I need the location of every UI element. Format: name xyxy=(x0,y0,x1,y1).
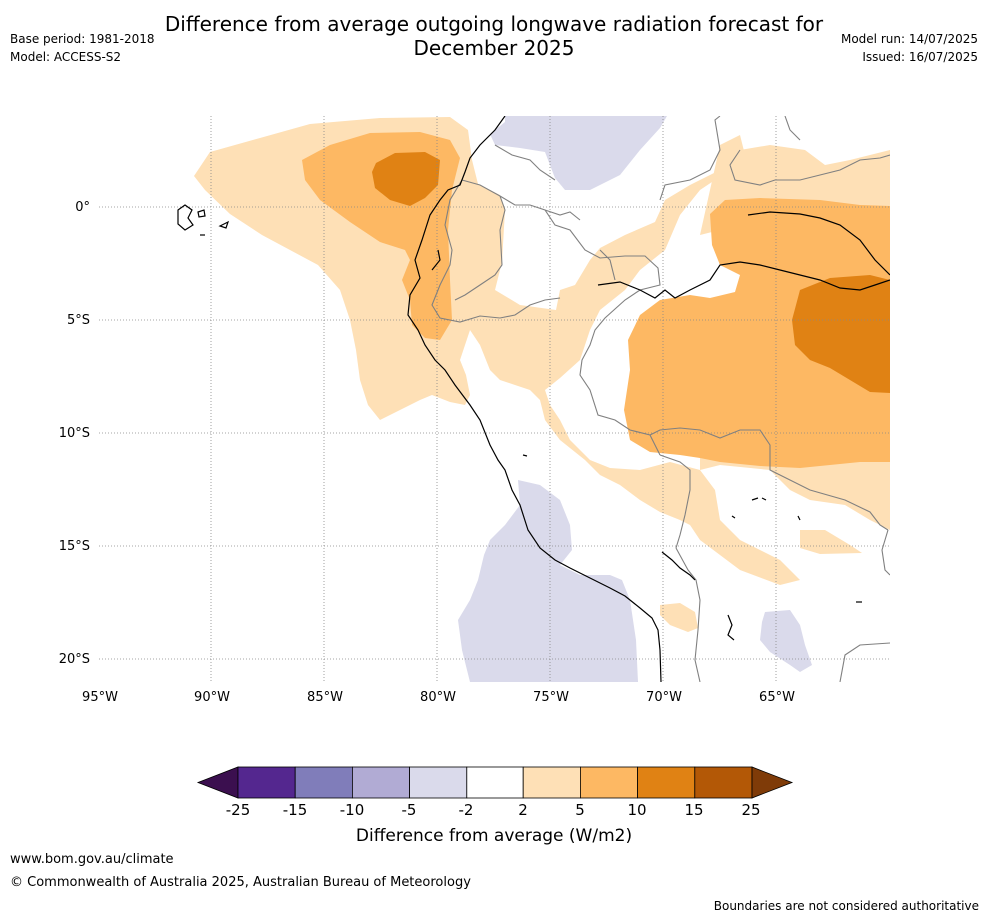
map-title: Difference from average outgoing longwav… xyxy=(0,12,988,60)
colorbar-bin-8 xyxy=(637,766,696,799)
lon-label-90w: 90°W xyxy=(194,690,230,705)
lat-label-0: 0° xyxy=(75,200,90,215)
colorbar xyxy=(196,766,794,799)
title-line-2: December 2025 xyxy=(413,36,575,60)
colorbar-bin-7 xyxy=(580,766,639,799)
colorbar-bin-4 xyxy=(409,766,468,799)
colorbar-bin-2 xyxy=(294,766,353,799)
lon-label-80w: 80°W xyxy=(420,690,456,705)
footer-disclaimer: Boundaries are not considered authoritat… xyxy=(713,899,979,913)
colorbar-max-arrow xyxy=(751,766,794,799)
colorbar-tick: 5 xyxy=(575,801,585,819)
colorbar-min-arrow xyxy=(196,766,239,799)
issued-date: Issued: 16/07/2025 xyxy=(862,50,978,64)
colorbar-tick: 25 xyxy=(741,801,761,819)
colorbar-tick: 10 xyxy=(627,801,647,819)
meta-left: Base period: 1981-2018 Model: ACCESS-S2 xyxy=(10,30,155,66)
colorbar-bin-5 xyxy=(466,766,524,799)
base-period: Base period: 1981-2018 xyxy=(10,32,155,46)
model-run: Model run: 14/07/2025 xyxy=(840,32,978,46)
anomaly-region-lavender-north xyxy=(475,116,667,190)
colorbar-bin-6 xyxy=(522,766,581,799)
colorbar-tick: -5 xyxy=(401,801,417,819)
lon-label-65w: 65°W xyxy=(759,690,795,705)
lon-label-85w: 85°W xyxy=(307,690,343,705)
lat-label-15s: 15°S xyxy=(58,539,90,554)
anomaly-region-light-orange-south xyxy=(800,530,862,554)
colorbar-tick: -15 xyxy=(282,801,308,819)
footer-url[interactable]: www.bom.gov.au/climate xyxy=(10,852,174,867)
colorbar-bin-1 xyxy=(237,766,296,799)
lat-label-20s: 20°S xyxy=(58,652,90,667)
anomaly-region-lavender-southeast xyxy=(760,610,812,672)
footer-copyright: © Commonwealth of Australia 2025, Austra… xyxy=(10,875,471,890)
colorbar-tick: 2 xyxy=(518,801,528,819)
lon-label-95w: 95°W xyxy=(82,690,118,705)
lat-label-10s: 10°S xyxy=(58,426,90,441)
colorbar-tick: -25 xyxy=(225,801,251,819)
colorbar-title: Difference from average (W/m2) xyxy=(355,826,633,846)
lat-label-5s: 5°S xyxy=(66,313,90,328)
country-borders xyxy=(431,116,890,682)
anomaly-region-dark-orange-west xyxy=(372,152,440,206)
title-line-1: Difference from average outgoing longwav… xyxy=(164,12,824,36)
colorbar-tick: -2 xyxy=(458,801,474,819)
lon-label-75w: 75°W xyxy=(533,690,569,705)
meta-right: Model run: 14/07/2025 Issued: 16/07/2025 xyxy=(841,30,978,66)
lon-label-70w: 70°W xyxy=(646,690,682,705)
colorbar-bin-9 xyxy=(694,766,753,799)
model-name: Model: ACCESS-S2 xyxy=(10,50,122,64)
colorbar-bin-3 xyxy=(351,766,410,799)
coastlines xyxy=(177,116,890,682)
anomaly-map xyxy=(99,116,890,682)
colorbar-tick: 15 xyxy=(684,801,704,819)
anomaly-region-lavender-southwest xyxy=(458,480,638,682)
map-gridlines xyxy=(99,116,890,682)
colorbar-tick: -10 xyxy=(339,801,365,819)
anomaly-region-light-orange-chile xyxy=(660,603,698,632)
anomaly-region-medium-orange-east xyxy=(624,198,890,468)
anomaly-region-dark-orange-east xyxy=(792,275,890,393)
